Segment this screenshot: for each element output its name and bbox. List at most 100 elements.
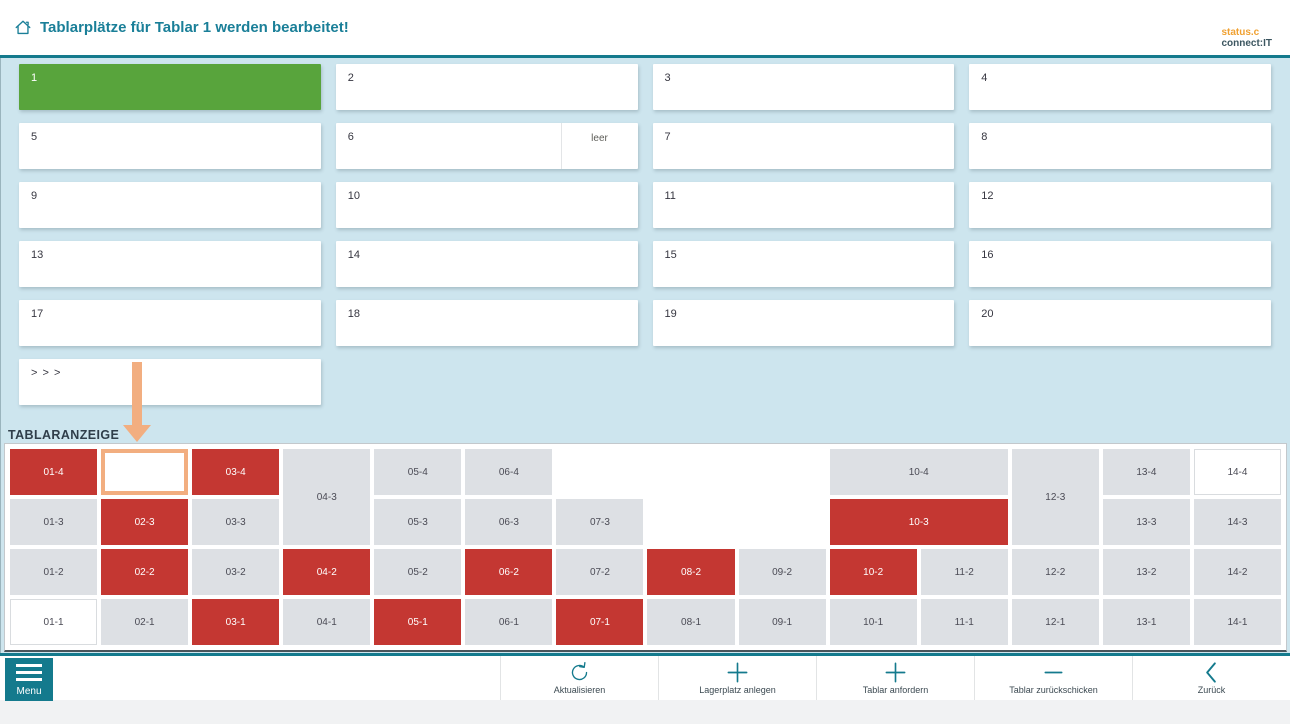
tablar-cell-04-3[interactable]: 04-3 — [283, 449, 371, 545]
tablar-cell-11-1[interactable]: 11-1 — [920, 599, 1008, 645]
tablar-cell-13-4[interactable]: 13-4 — [1102, 449, 1190, 495]
tablar-cell-05-3[interactable]: 05-3 — [374, 499, 462, 545]
slot-number: 15 — [664, 249, 677, 261]
tablar-cell-01-3[interactable]: 01-3 — [10, 499, 98, 545]
tablar-cell-05-1[interactable]: 05-1 — [374, 599, 462, 645]
slot-card-11[interactable]: 11 — [652, 182, 955, 228]
slot-card-9[interactable]: 9 — [19, 182, 321, 228]
tablar-cell-label: 03-1 — [225, 616, 246, 628]
action-button-tablar-anfordern[interactable]: Tablar anfordern — [816, 656, 974, 700]
tablar-cell-14-2[interactable]: 14-2 — [1193, 549, 1281, 595]
tablar-cell-03-2[interactable]: 03-2 — [192, 549, 280, 595]
slot-card-7[interactable]: 7 — [652, 123, 955, 169]
action-button-tablar-zur-ckschicken[interactable]: Tablar zurückschicken — [974, 656, 1132, 700]
slot-card-10[interactable]: 10 — [335, 182, 638, 228]
slot-card-8[interactable]: 8 — [969, 123, 1271, 169]
tablar-cell-13-1[interactable]: 13-1 — [1102, 599, 1190, 645]
tablar-cell-01-2[interactable]: 01-2 — [10, 549, 98, 595]
slot-more-button[interactable]: > > > — [19, 359, 321, 405]
slot-card-20[interactable]: 20 — [969, 300, 1271, 346]
tablar-cell-10-2[interactable]: 10-2 — [829, 549, 917, 595]
slot-card-17[interactable]: 17 — [19, 300, 321, 346]
tablar-cell-highlighted[interactable] — [101, 449, 189, 495]
slot-card-1[interactable]: 1 — [19, 64, 321, 110]
tablar-cell-10-4[interactable]: 10-4 — [829, 449, 1008, 495]
tablar-cell-label: 09-1 — [772, 616, 793, 628]
tablar-cell-02-3[interactable]: 02-3 — [101, 499, 189, 545]
tablar-cell-06-4[interactable]: 06-4 — [465, 449, 553, 495]
action-label: Tablar zurückschicken — [1009, 685, 1098, 695]
slot-card-19[interactable]: 19 — [652, 300, 955, 346]
tablar-cell-label: 01-1 — [43, 616, 64, 628]
slot-number: 8 — [981, 131, 988, 143]
tablar-cell-05-4[interactable]: 05-4 — [374, 449, 462, 495]
tablar-cell-10-3[interactable]: 10-3 — [829, 499, 1008, 545]
tablar-cell-label: 06-3 — [498, 516, 519, 528]
tablar-cell-13-2[interactable]: 13-2 — [1102, 549, 1190, 595]
slot-number: 12 — [981, 190, 994, 202]
slot-card-18[interactable]: 18 — [335, 300, 638, 346]
slot-card-14[interactable]: 14 — [335, 241, 638, 287]
slot-number: 17 — [31, 308, 44, 320]
action-button-lagerplatz-anlegen[interactable]: Lagerplatz anlegen — [658, 656, 816, 700]
tablar-cell-label: 13-4 — [1136, 466, 1157, 478]
slot-card-4[interactable]: 4 — [969, 64, 1271, 110]
tablar-cell-01-4[interactable]: 01-4 — [10, 449, 98, 495]
slot-grid: 1 2 3 4 5 6 leer 7 8 9 10 11 12 13 14 15 16 17 18 19 20 > > > — [1, 58, 1290, 405]
slot-card-15[interactable]: 15 — [652, 241, 955, 287]
menu-button[interactable]: Menu — [5, 658, 53, 701]
action-button-zur-ck[interactable]: Zurück — [1132, 656, 1290, 700]
tablar-cell-06-3[interactable]: 06-3 — [465, 499, 553, 545]
slot-number: 20 — [981, 308, 994, 320]
toolbar-actions: Aktualisieren Lagerplatz anlegen Tablar an… — [500, 656, 1290, 700]
slot-number: 6 — [347, 131, 354, 143]
tablar-cell-06-1[interactable]: 06-1 — [465, 599, 553, 645]
tablar-cell-07-3[interactable]: 07-3 — [556, 499, 644, 545]
tablar-cell-12-2[interactable]: 12-2 — [1011, 549, 1099, 595]
action-button-aktualisieren[interactable]: Aktualisieren — [500, 656, 658, 700]
slot-card-13[interactable]: 13 — [19, 241, 321, 287]
tablar-cell-06-2[interactable]: 06-2 — [465, 549, 553, 595]
tablar-cell-07-2[interactable]: 07-2 — [556, 549, 644, 595]
action-label: Aktualisieren — [553, 685, 606, 695]
main-content: 1 2 3 4 5 6 leer 7 8 9 10 11 12 13 14 15 16 17 18 19 20 > > >… — [0, 58, 1290, 653]
slot-card-2[interactable]: 2 — [335, 64, 638, 110]
slot-card-5[interactable]: 5 — [19, 123, 321, 169]
tablar-cell-label: 14-4 — [1227, 466, 1248, 478]
tablar-cell-04-2[interactable]: 04-2 — [283, 549, 371, 595]
tablar-cell-05-2[interactable]: 05-2 — [374, 549, 462, 595]
tablar-cell-12-3[interactable]: 12-3 — [1011, 449, 1099, 545]
tablar-cell-12-1[interactable]: 12-1 — [1011, 599, 1099, 645]
tablar-cell-label: 06-1 — [498, 616, 519, 628]
tablar-cell-09-1[interactable]: 09-1 — [738, 599, 826, 645]
tablar-cell-01-1[interactable]: 01-1 — [10, 599, 98, 645]
tablar-cell-03-4[interactable]: 03-4 — [192, 449, 280, 495]
bottom-toolbar: Menu Aktualisieren Lagerplatz anlegen Tabl… — [0, 653, 1290, 701]
tablar-cell-08-2[interactable]: 08-2 — [647, 549, 735, 595]
home-icon[interactable] — [14, 19, 32, 37]
tablar-cell-08-1[interactable]: 08-1 — [647, 599, 735, 645]
header-divider — [0, 55, 1290, 58]
tablar-cell-07-1[interactable]: 07-1 — [556, 599, 644, 645]
tablar-cell-02-1[interactable]: 02-1 — [101, 599, 189, 645]
tablar-cell-04-1[interactable]: 04-1 — [283, 599, 371, 645]
tablar-cell-09-2[interactable]: 09-2 — [738, 549, 826, 595]
slot-card-3[interactable]: 3 — [652, 64, 955, 110]
slot-number: > > > — [31, 367, 62, 379]
tablar-cell-10-1[interactable]: 10-1 — [829, 599, 917, 645]
tablar-cell-label: 10-1 — [863, 616, 884, 628]
tablar-cell-14-4[interactable]: 14-4 — [1193, 449, 1281, 495]
tablar-cell-11-2[interactable]: 11-2 — [920, 549, 1008, 595]
slot-card-6[interactable]: 6 leer — [335, 123, 638, 169]
tablar-cell-03-3[interactable]: 03-3 — [192, 499, 280, 545]
tablar-cell-03-1[interactable]: 03-1 — [192, 599, 280, 645]
tablar-cell-14-1[interactable]: 14-1 — [1193, 599, 1281, 645]
tablar-cell-label: 13-2 — [1136, 566, 1157, 578]
slot-card-12[interactable]: 12 — [969, 182, 1271, 228]
tablar-cell-02-2[interactable]: 02-2 — [101, 549, 189, 595]
tablar-cell-label: 02-3 — [134, 516, 155, 528]
slot-number: 1 — [31, 72, 38, 84]
tablar-cell-14-3[interactable]: 14-3 — [1193, 499, 1281, 545]
tablar-cell-13-3[interactable]: 13-3 — [1102, 499, 1190, 545]
slot-card-16[interactable]: 16 — [969, 241, 1271, 287]
